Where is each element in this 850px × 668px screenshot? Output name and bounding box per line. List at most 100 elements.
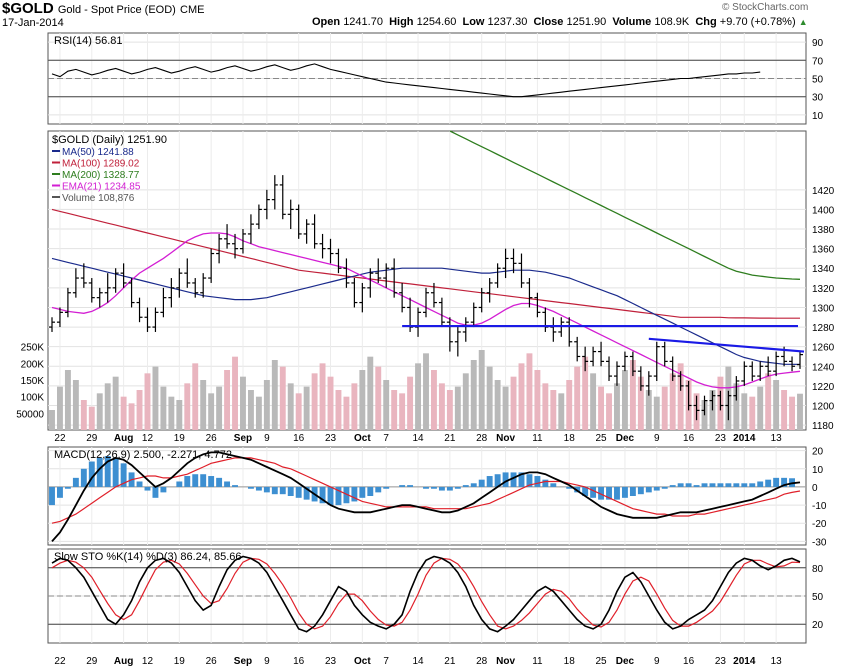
rsi-title: RSI(14) 56.81 — [54, 35, 122, 47]
resistance-trendline — [648, 337, 805, 353]
macd-tick-label: -20 — [812, 519, 827, 530]
price-x-tick-label: 11 — [532, 433, 543, 444]
symbol: $GOLD — [2, 0, 54, 17]
sto-x-tick-label: 14 — [412, 656, 424, 667]
price-x-tick-label: 16 — [683, 433, 695, 444]
sto-x-tick-label: 21 — [444, 656, 456, 667]
volume-bar — [263, 380, 270, 430]
watermark: © StockCharts.com — [722, 2, 809, 13]
volume-bar — [789, 396, 795, 430]
macd-title: MACD(12,26,9) 2.500, -2.271, 4.772 — [54, 449, 232, 461]
macd-histogram-bar — [741, 483, 748, 487]
rsi-tick-label: 70 — [812, 56, 824, 67]
volume-bar — [749, 396, 756, 430]
price-tick-label: 1300 — [812, 303, 835, 314]
macd-histogram-bar — [216, 477, 223, 487]
macd-histogram-bar — [423, 486, 429, 489]
macd-histogram-bar — [765, 479, 772, 487]
volume-bar — [407, 376, 414, 430]
volume-bar — [486, 366, 493, 430]
date-label: 17-Jan-2014 — [2, 17, 64, 29]
price-x-tick-label: 23 — [325, 433, 337, 444]
macd-histogram-bar — [637, 486, 644, 495]
macd-histogram-bar — [152, 486, 159, 498]
macd-histogram-bar — [176, 481, 183, 487]
macd-histogram-bar — [773, 477, 780, 487]
sto-tick-label: 80 — [812, 564, 824, 575]
volume-bar — [534, 370, 541, 430]
sto-x-tick-label: 25 — [596, 656, 608, 667]
volume-bar — [590, 373, 597, 430]
volume-bar — [72, 380, 79, 430]
price-x-tick-label: 16 — [293, 433, 305, 444]
volume-bar — [184, 383, 191, 430]
sto-tick-label: 20 — [812, 620, 824, 631]
sto-x-tick-label: 9 — [654, 656, 660, 667]
volume-bar — [446, 390, 453, 430]
open-value: 1241.70 — [343, 16, 383, 28]
sto-x-tick-label: 13 — [771, 656, 783, 667]
low-value: 1237.30 — [487, 16, 528, 28]
macd-histogram-bar — [606, 486, 612, 500]
macd-histogram-bar — [247, 486, 254, 489]
volume-bar — [677, 363, 684, 430]
volume-bar — [391, 390, 398, 430]
macd-histogram-bar — [470, 483, 477, 487]
exchange: CME — [180, 4, 205, 16]
volume-bar — [542, 383, 549, 430]
price-x-tick-label: 9 — [654, 433, 660, 444]
symbol-title: $GOLD Gold - Spot Price (EOD) CME — [2, 0, 204, 17]
price-x-tick-label: 14 — [412, 433, 424, 444]
macd-histogram-bar — [271, 486, 278, 495]
volume-bar — [566, 380, 573, 430]
macd-histogram-bar — [192, 474, 199, 487]
volume-bar — [550, 390, 557, 430]
sto-tick-label: 50 — [812, 592, 824, 603]
sto-x-tick-label: 26 — [206, 656, 218, 667]
macd-histogram-bar — [279, 486, 286, 495]
macd-histogram-bar — [669, 485, 676, 487]
volume-bar — [383, 380, 390, 430]
volume-bar — [629, 360, 636, 430]
macd-histogram-bar — [208, 476, 215, 487]
up-arrow-icon: ▲ — [798, 17, 808, 27]
macd-histogram-bar — [621, 486, 628, 498]
sto-x-tick-label: 23 — [715, 656, 727, 667]
volume-bar — [502, 386, 509, 430]
macd-histogram-bar — [582, 486, 589, 496]
macd-histogram-bar — [287, 486, 294, 496]
volume-bar — [757, 386, 764, 430]
volume-bar — [247, 390, 254, 430]
price-x-tick-label: 2014 — [733, 433, 756, 444]
volume-bar — [494, 380, 501, 430]
price-x-tick-label: 22 — [54, 433, 66, 444]
volume-bar — [781, 390, 788, 430]
rsi-tick-label: 90 — [812, 38, 824, 49]
macd-histogram-bar — [112, 457, 119, 487]
legend-entry: MA(50) 1241.88 — [62, 147, 134, 158]
macd-histogram-bar — [502, 472, 509, 487]
macd-histogram-bar — [566, 486, 573, 489]
macd-tick-label: 10 — [812, 465, 824, 476]
volume-bar — [311, 373, 318, 430]
volume-bar — [295, 393, 302, 430]
close-label: Close — [533, 16, 564, 28]
macd-histogram-bar — [446, 486, 453, 491]
volume-bar — [216, 386, 223, 430]
volume-bar — [645, 390, 652, 430]
price-x-tick-label: Nov — [496, 433, 515, 444]
macd-histogram-bar — [120, 463, 127, 487]
volume-bar — [478, 350, 485, 430]
volume-bar — [128, 403, 135, 430]
macd-panel — [47, 446, 807, 546]
volume-tick-label: 50000 — [16, 409, 44, 420]
macd-histogram-bar — [653, 486, 660, 491]
volume-bar — [351, 383, 358, 430]
price-x-tick-label: 28 — [476, 433, 488, 444]
sto-x-tick-label: 16 — [293, 656, 305, 667]
volume-bar — [287, 383, 294, 430]
volume-bar — [96, 393, 103, 430]
volume-bar — [271, 360, 278, 430]
macd-histogram-bar — [534, 476, 541, 487]
volume-bar — [614, 383, 620, 430]
